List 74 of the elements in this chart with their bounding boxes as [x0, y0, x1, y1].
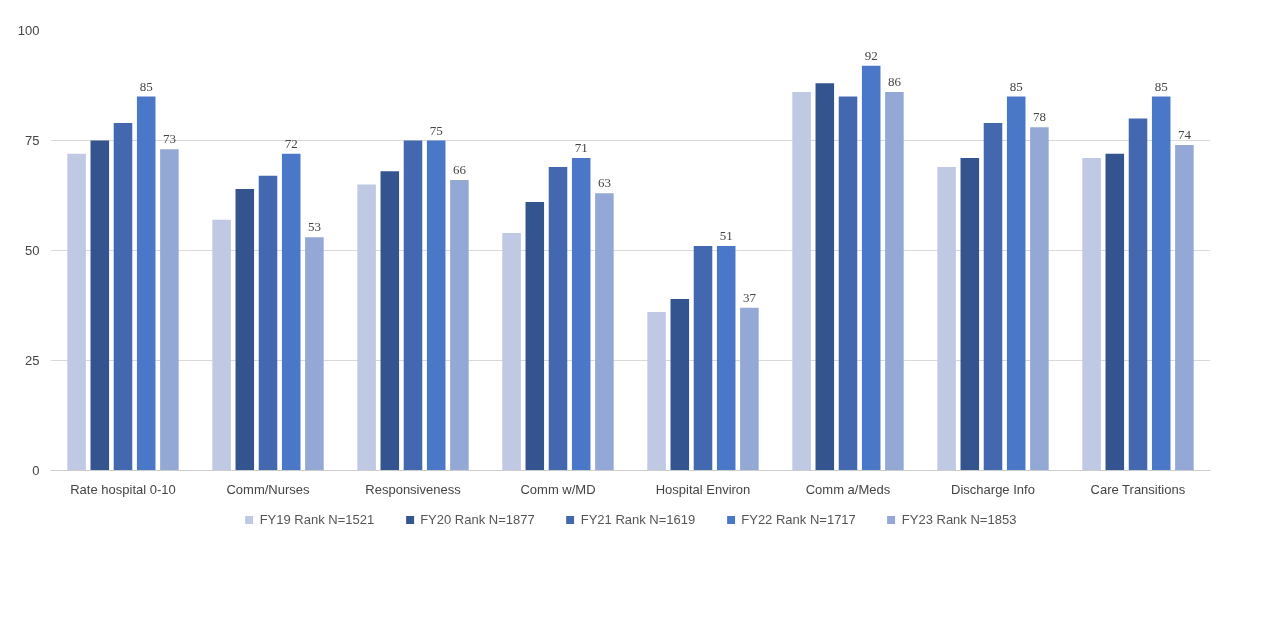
- legend-label: FY20 Rank N=1877: [420, 511, 535, 527]
- bar: [403, 140, 423, 471]
- bar: [357, 184, 376, 471]
- data-label: 63: [597, 175, 611, 191]
- bar: [525, 202, 545, 471]
- bar: [571, 158, 591, 471]
- data-label: 72: [284, 135, 298, 151]
- bar: [716, 246, 736, 471]
- bar: [1151, 96, 1171, 471]
- data-label: 73: [162, 131, 176, 147]
- data-label: 85: [1154, 78, 1168, 94]
- bar: [160, 149, 179, 471]
- legend-label: FY23 Rank N=1853: [901, 511, 1017, 527]
- y-tick-label: 50: [25, 243, 40, 258]
- bar: [1105, 153, 1125, 471]
- data-label: 37: [742, 289, 757, 305]
- x-tick-label: Care Transitions: [1090, 481, 1186, 497]
- data-label: 66: [452, 162, 467, 178]
- x-tick-label: Comm a/Meds: [805, 481, 891, 497]
- bar: [983, 122, 1003, 471]
- data-label: 74: [1177, 126, 1192, 142]
- data-label: 51: [719, 228, 733, 244]
- y-tick-label: 25: [25, 353, 40, 368]
- bar: [67, 153, 86, 471]
- bar: [595, 193, 614, 471]
- bar: [1006, 96, 1026, 471]
- data-label: 85: [139, 78, 153, 94]
- y-tick-label: 0: [32, 463, 40, 478]
- x-tick-label: Discharge Info: [951, 481, 1035, 497]
- x-tick-label: Responsiveness: [365, 481, 462, 497]
- data-label: 86: [887, 74, 902, 90]
- bar: [90, 140, 110, 471]
- bar: [281, 153, 301, 471]
- bar: [426, 140, 446, 471]
- legend-label: FY19 Rank N=1521: [259, 511, 375, 527]
- bar: [670, 298, 690, 471]
- legend-label: FY22 Rank N=1717: [741, 511, 856, 527]
- x-tick-label: Rate hospital 0-10: [70, 481, 176, 497]
- y-tick-label: 100: [17, 23, 40, 38]
- x-tick-label: Comm w/MD: [520, 481, 596, 497]
- bar: [815, 83, 835, 471]
- bar: [647, 312, 666, 471]
- data-label: 85: [1009, 78, 1023, 94]
- bar: [450, 180, 469, 471]
- bar: [113, 122, 133, 471]
- x-tick-label: Comm/Nurses: [226, 481, 311, 497]
- data-label: 53: [307, 219, 321, 235]
- bar: [960, 158, 980, 471]
- bar: [1128, 118, 1148, 471]
- bar: [548, 166, 568, 471]
- bar: [502, 232, 521, 471]
- bar: [305, 237, 324, 471]
- bar: [136, 96, 156, 471]
- bar: [1030, 127, 1049, 471]
- bar: [258, 175, 278, 471]
- bar: [1082, 158, 1101, 471]
- bar: [212, 219, 231, 471]
- bar: [885, 92, 904, 471]
- x-tick-label: Hospital Environ: [655, 481, 751, 497]
- legend-label: FY21 Rank N=1619: [580, 511, 696, 527]
- data-label: 75: [429, 122, 443, 138]
- data-label: 78: [1032, 109, 1046, 125]
- bar: [1175, 144, 1194, 471]
- data-label: 92: [864, 47, 878, 63]
- bar: [380, 171, 400, 471]
- bar: [937, 166, 956, 471]
- y-tick-label: 75: [25, 133, 40, 148]
- bar: [792, 92, 811, 471]
- bar: [838, 96, 858, 471]
- bar: [740, 307, 759, 471]
- bar: [235, 188, 255, 471]
- data-label: 71: [574, 140, 588, 156]
- bar: [861, 65, 881, 471]
- bar: [693, 246, 713, 471]
